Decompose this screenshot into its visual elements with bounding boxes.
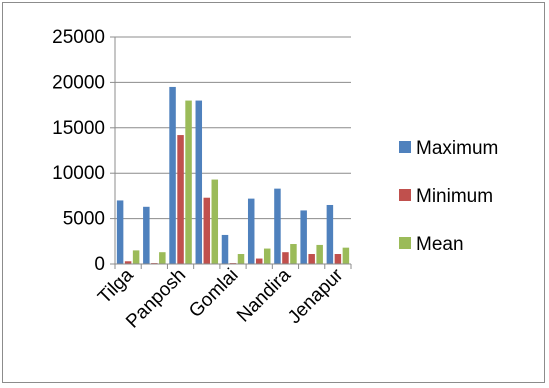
x-category-label: Nandira <box>233 264 295 326</box>
legend: Maximum Minimum Mean <box>399 138 498 255</box>
bar-maximum <box>300 210 307 264</box>
y-axis-ticks: 0 5000 10000 15000 20000 25000 <box>52 27 115 275</box>
bar-maximum <box>143 206 150 264</box>
bar-minimum <box>177 135 184 264</box>
bar-mean <box>159 252 166 264</box>
chart-frame <box>2 2 545 383</box>
legend-label-maximum: Maximum <box>416 138 498 159</box>
bar-minimum <box>308 254 315 264</box>
legend-swatch-minimum <box>399 189 411 201</box>
bar-mean <box>132 250 140 264</box>
bar-minimum <box>203 197 211 264</box>
bar-mean <box>185 100 192 264</box>
legend-label-mean: Mean <box>416 234 464 255</box>
bar-minimum <box>282 252 289 264</box>
y-tick-label: 5000 <box>63 209 105 230</box>
bar-maximum <box>326 204 334 264</box>
gridlines <box>115 36 351 220</box>
bar-mean <box>342 247 350 264</box>
y-tick-label: 0 <box>94 254 105 275</box>
legend-swatch-maximum <box>399 141 411 153</box>
bar-maximum <box>195 100 203 264</box>
bar-maximum <box>169 86 176 264</box>
bar-maximum <box>116 200 124 264</box>
y-tick-label: 25000 <box>52 27 105 48</box>
bar-mean <box>263 248 271 264</box>
legend-label-minimum: Minimum <box>416 186 493 207</box>
x-category-label: Jenapur <box>284 264 348 328</box>
bar-maximum <box>274 188 281 264</box>
bars <box>114 86 352 269</box>
bar-minimum <box>124 261 132 264</box>
y-tick-label: 15000 <box>52 118 105 139</box>
bar-maximum <box>221 234 229 264</box>
y-tick-label: 20000 <box>52 72 105 93</box>
bar-mean <box>290 244 297 264</box>
bar-maximum <box>247 198 255 264</box>
y-tick-label: 10000 <box>52 163 105 184</box>
bar-minimum <box>255 258 263 264</box>
legend-swatch-mean <box>399 237 411 249</box>
bar-mean <box>211 179 219 264</box>
bar-mean <box>316 244 323 264</box>
bar-mean <box>237 254 245 264</box>
bar-minimum <box>334 254 342 264</box>
